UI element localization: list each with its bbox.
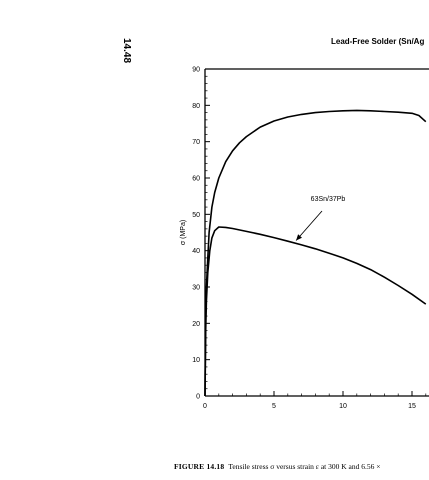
series-line-2 — [204, 226, 427, 397]
figure-caption: FIGURE 14.18 Tensile stress σ versus stra… — [174, 462, 380, 471]
y-tick-label: 40 — [192, 248, 200, 255]
y-tick-label: 60 — [192, 176, 200, 183]
y-tick-label: 90 — [192, 67, 200, 74]
series-annotation-label: 63Sn/37Pb — [311, 196, 346, 203]
figure-label: FIGURE 14.18 — [174, 462, 225, 471]
y-tick-label: 70 — [192, 139, 200, 146]
running-header: Lead-Free Solder (Sn/Ag — [331, 37, 425, 46]
chart-series — [204, 109, 427, 397]
x-tick-label: 10 — [339, 403, 347, 410]
y-axis-label: σ (MPa) — [180, 220, 187, 245]
chart-axes: σ (MPa) — [180, 68, 429, 397]
y-tick-label: 10 — [192, 357, 200, 364]
x-tick-label: 0 — [203, 403, 207, 410]
series-line-1 — [204, 109, 427, 397]
chart-annotations: 63Sn/37Pb — [295, 196, 346, 241]
y-tick-label: 30 — [192, 285, 200, 292]
annotation-arrow-line — [295, 210, 323, 241]
chart-ticks: 0 10 20 30 40 50 60 70 80 90 0 5 10 15 — [192, 67, 427, 410]
y-tick-label: 50 — [192, 212, 200, 219]
x-tick-label: 5 — [272, 403, 276, 410]
annotation-arrow-head — [296, 234, 302, 241]
y-tick-label: 20 — [192, 321, 200, 328]
caption-text: Tensile stress σ versus strain ε at 300 … — [228, 462, 381, 471]
y-tick-label: 80 — [192, 103, 200, 110]
y-tick-label: 0 — [196, 394, 200, 401]
x-tick-label: 15 — [408, 403, 416, 410]
